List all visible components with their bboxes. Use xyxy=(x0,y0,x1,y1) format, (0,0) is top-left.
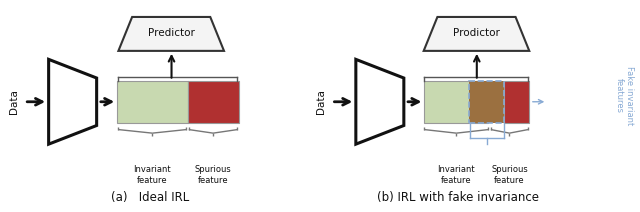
FancyBboxPatch shape xyxy=(188,81,239,123)
Text: Data: Data xyxy=(9,89,19,114)
Text: (a)   Ideal IRL: (a) Ideal IRL xyxy=(111,191,189,204)
Text: Data: Data xyxy=(316,89,326,114)
FancyBboxPatch shape xyxy=(504,81,529,123)
Text: Predictor: Predictor xyxy=(148,28,195,38)
Text: Invariant
feature: Invariant feature xyxy=(134,165,171,185)
FancyBboxPatch shape xyxy=(424,81,488,123)
Polygon shape xyxy=(49,59,97,144)
Text: Invariant
feature: Invariant feature xyxy=(438,165,475,185)
Polygon shape xyxy=(424,17,529,51)
Text: Fake invariant
features: Fake invariant features xyxy=(614,66,634,125)
Polygon shape xyxy=(356,59,404,144)
Polygon shape xyxy=(118,17,224,51)
Text: Spurious
feature: Spurious feature xyxy=(195,165,232,185)
FancyBboxPatch shape xyxy=(469,81,504,123)
Text: Spurious
feature: Spurious feature xyxy=(491,165,528,185)
Text: (b) IRL with fake invariance: (b) IRL with fake invariance xyxy=(376,191,539,204)
FancyBboxPatch shape xyxy=(117,81,188,123)
Text: Prodictor: Prodictor xyxy=(453,28,500,38)
